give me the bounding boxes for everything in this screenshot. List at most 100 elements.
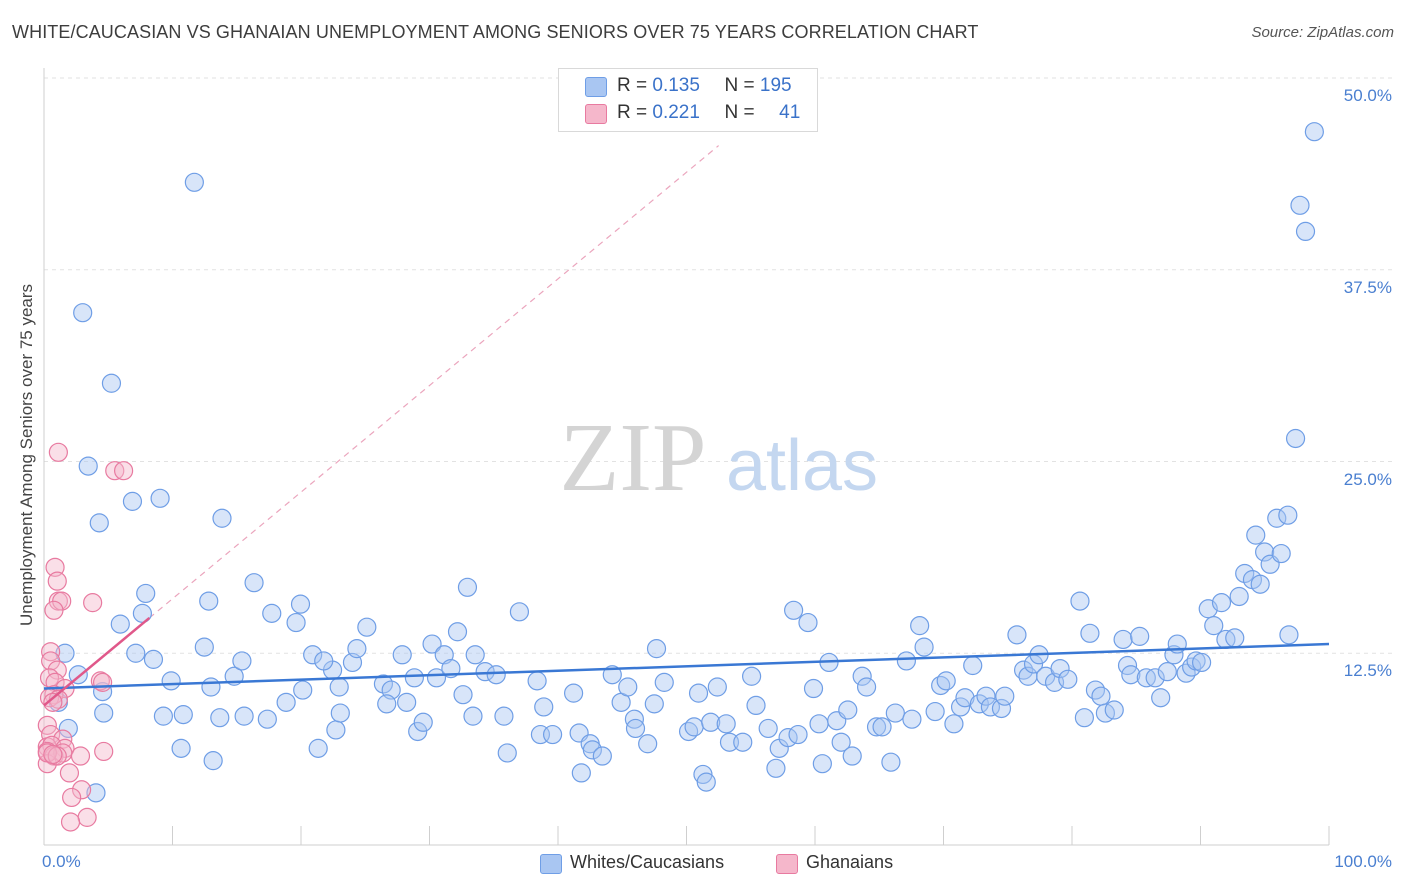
series-ghanaians-points xyxy=(37,442,134,832)
data-point xyxy=(758,718,778,739)
trend-line-ghanaians xyxy=(43,617,151,707)
data-point xyxy=(47,660,67,680)
data-point xyxy=(92,672,113,692)
data-point xyxy=(534,697,554,717)
data-point xyxy=(963,655,983,676)
data-point xyxy=(684,717,704,737)
data-point xyxy=(1007,625,1027,645)
data-point xyxy=(1229,586,1249,607)
data-point xyxy=(422,634,442,654)
data-point xyxy=(1279,625,1299,645)
n-label: N = xyxy=(724,75,755,96)
data-point xyxy=(143,649,164,669)
legend-swatch-blue xyxy=(585,77,607,97)
y-tick-label: 25.0% xyxy=(1343,469,1392,489)
data-point xyxy=(71,780,92,800)
data-point xyxy=(1074,708,1094,728)
legend-row-whites: R = 0.135 N = 195 xyxy=(617,75,792,97)
data-point xyxy=(1246,525,1266,545)
axes xyxy=(43,68,1330,846)
legend-swatch-pink xyxy=(585,104,607,124)
data-point xyxy=(542,724,563,745)
data-point xyxy=(1085,680,1106,700)
data-point xyxy=(812,754,832,774)
data-point xyxy=(838,700,858,720)
data-point xyxy=(1278,505,1298,525)
data-point xyxy=(43,692,63,712)
data-point xyxy=(199,591,219,611)
data-point xyxy=(803,678,824,699)
r-label: R = xyxy=(617,75,648,96)
data-point xyxy=(486,665,506,685)
data-point xyxy=(86,783,106,803)
data-point xyxy=(232,651,252,671)
data-point xyxy=(286,612,306,633)
n-value: 195 xyxy=(759,75,792,96)
data-point xyxy=(881,752,901,772)
legend-label-ghanaians: Ghanaians xyxy=(806,852,894,872)
data-point xyxy=(896,651,916,671)
data-point xyxy=(161,671,181,691)
trend-extension-ghanaians xyxy=(148,145,720,619)
data-point xyxy=(742,666,762,686)
data-point xyxy=(94,741,114,762)
data-point xyxy=(976,686,996,706)
data-point xyxy=(852,666,872,686)
data-point xyxy=(347,639,367,659)
data-point xyxy=(48,689,68,709)
data-point xyxy=(885,703,905,723)
legend-item-whites: Whites/Caucasians xyxy=(540,852,725,874)
data-point xyxy=(1290,195,1310,215)
data-point xyxy=(392,645,412,665)
data-point xyxy=(114,461,134,481)
trend-lines xyxy=(43,617,1330,707)
data-point xyxy=(688,683,709,703)
data-point xyxy=(1211,593,1232,613)
data-point xyxy=(77,807,97,827)
data-point xyxy=(1050,658,1070,679)
data-point xyxy=(995,686,1015,706)
trend-line-whites xyxy=(43,642,1330,690)
data-point xyxy=(638,734,658,754)
data-point xyxy=(184,172,204,192)
data-point xyxy=(497,743,517,763)
data-point xyxy=(1250,574,1270,594)
data-point xyxy=(1091,686,1111,706)
data-point xyxy=(447,622,468,642)
r-value: 0.221 xyxy=(652,102,700,123)
watermark: ZIP atlas xyxy=(560,404,879,512)
data-point xyxy=(872,717,892,737)
legend-item-ghanaians: Ghanaians xyxy=(776,852,894,874)
data-point xyxy=(1267,508,1287,528)
data-point xyxy=(746,695,766,716)
x-tick-min: 0.0% xyxy=(42,852,81,871)
data-point xyxy=(101,373,122,393)
y-tick-label: 50.0% xyxy=(1343,86,1392,105)
data-point xyxy=(201,677,221,697)
data-point xyxy=(831,732,851,752)
data-point xyxy=(465,645,485,665)
data-point xyxy=(426,668,447,688)
data-point xyxy=(707,677,727,697)
data-point xyxy=(1058,669,1078,689)
data-point xyxy=(110,614,130,634)
y-tick-label: 37.5% xyxy=(1343,277,1392,297)
data-point xyxy=(784,600,804,620)
data-point xyxy=(330,703,350,723)
data-point xyxy=(1191,652,1212,673)
data-point xyxy=(944,714,964,734)
data-point xyxy=(173,705,193,725)
data-point xyxy=(1080,623,1100,643)
data-point xyxy=(733,732,753,752)
y-tick-label: 12.5% xyxy=(1343,661,1392,681)
data-point xyxy=(326,720,346,740)
data-point xyxy=(618,677,638,697)
data-point xyxy=(475,662,495,682)
data-point xyxy=(798,612,818,633)
legend-label-whites: Whites/Caucasians xyxy=(570,852,725,872)
data-point xyxy=(257,709,277,729)
data-point xyxy=(582,740,602,760)
data-point xyxy=(126,643,146,663)
data-point xyxy=(1295,221,1316,241)
